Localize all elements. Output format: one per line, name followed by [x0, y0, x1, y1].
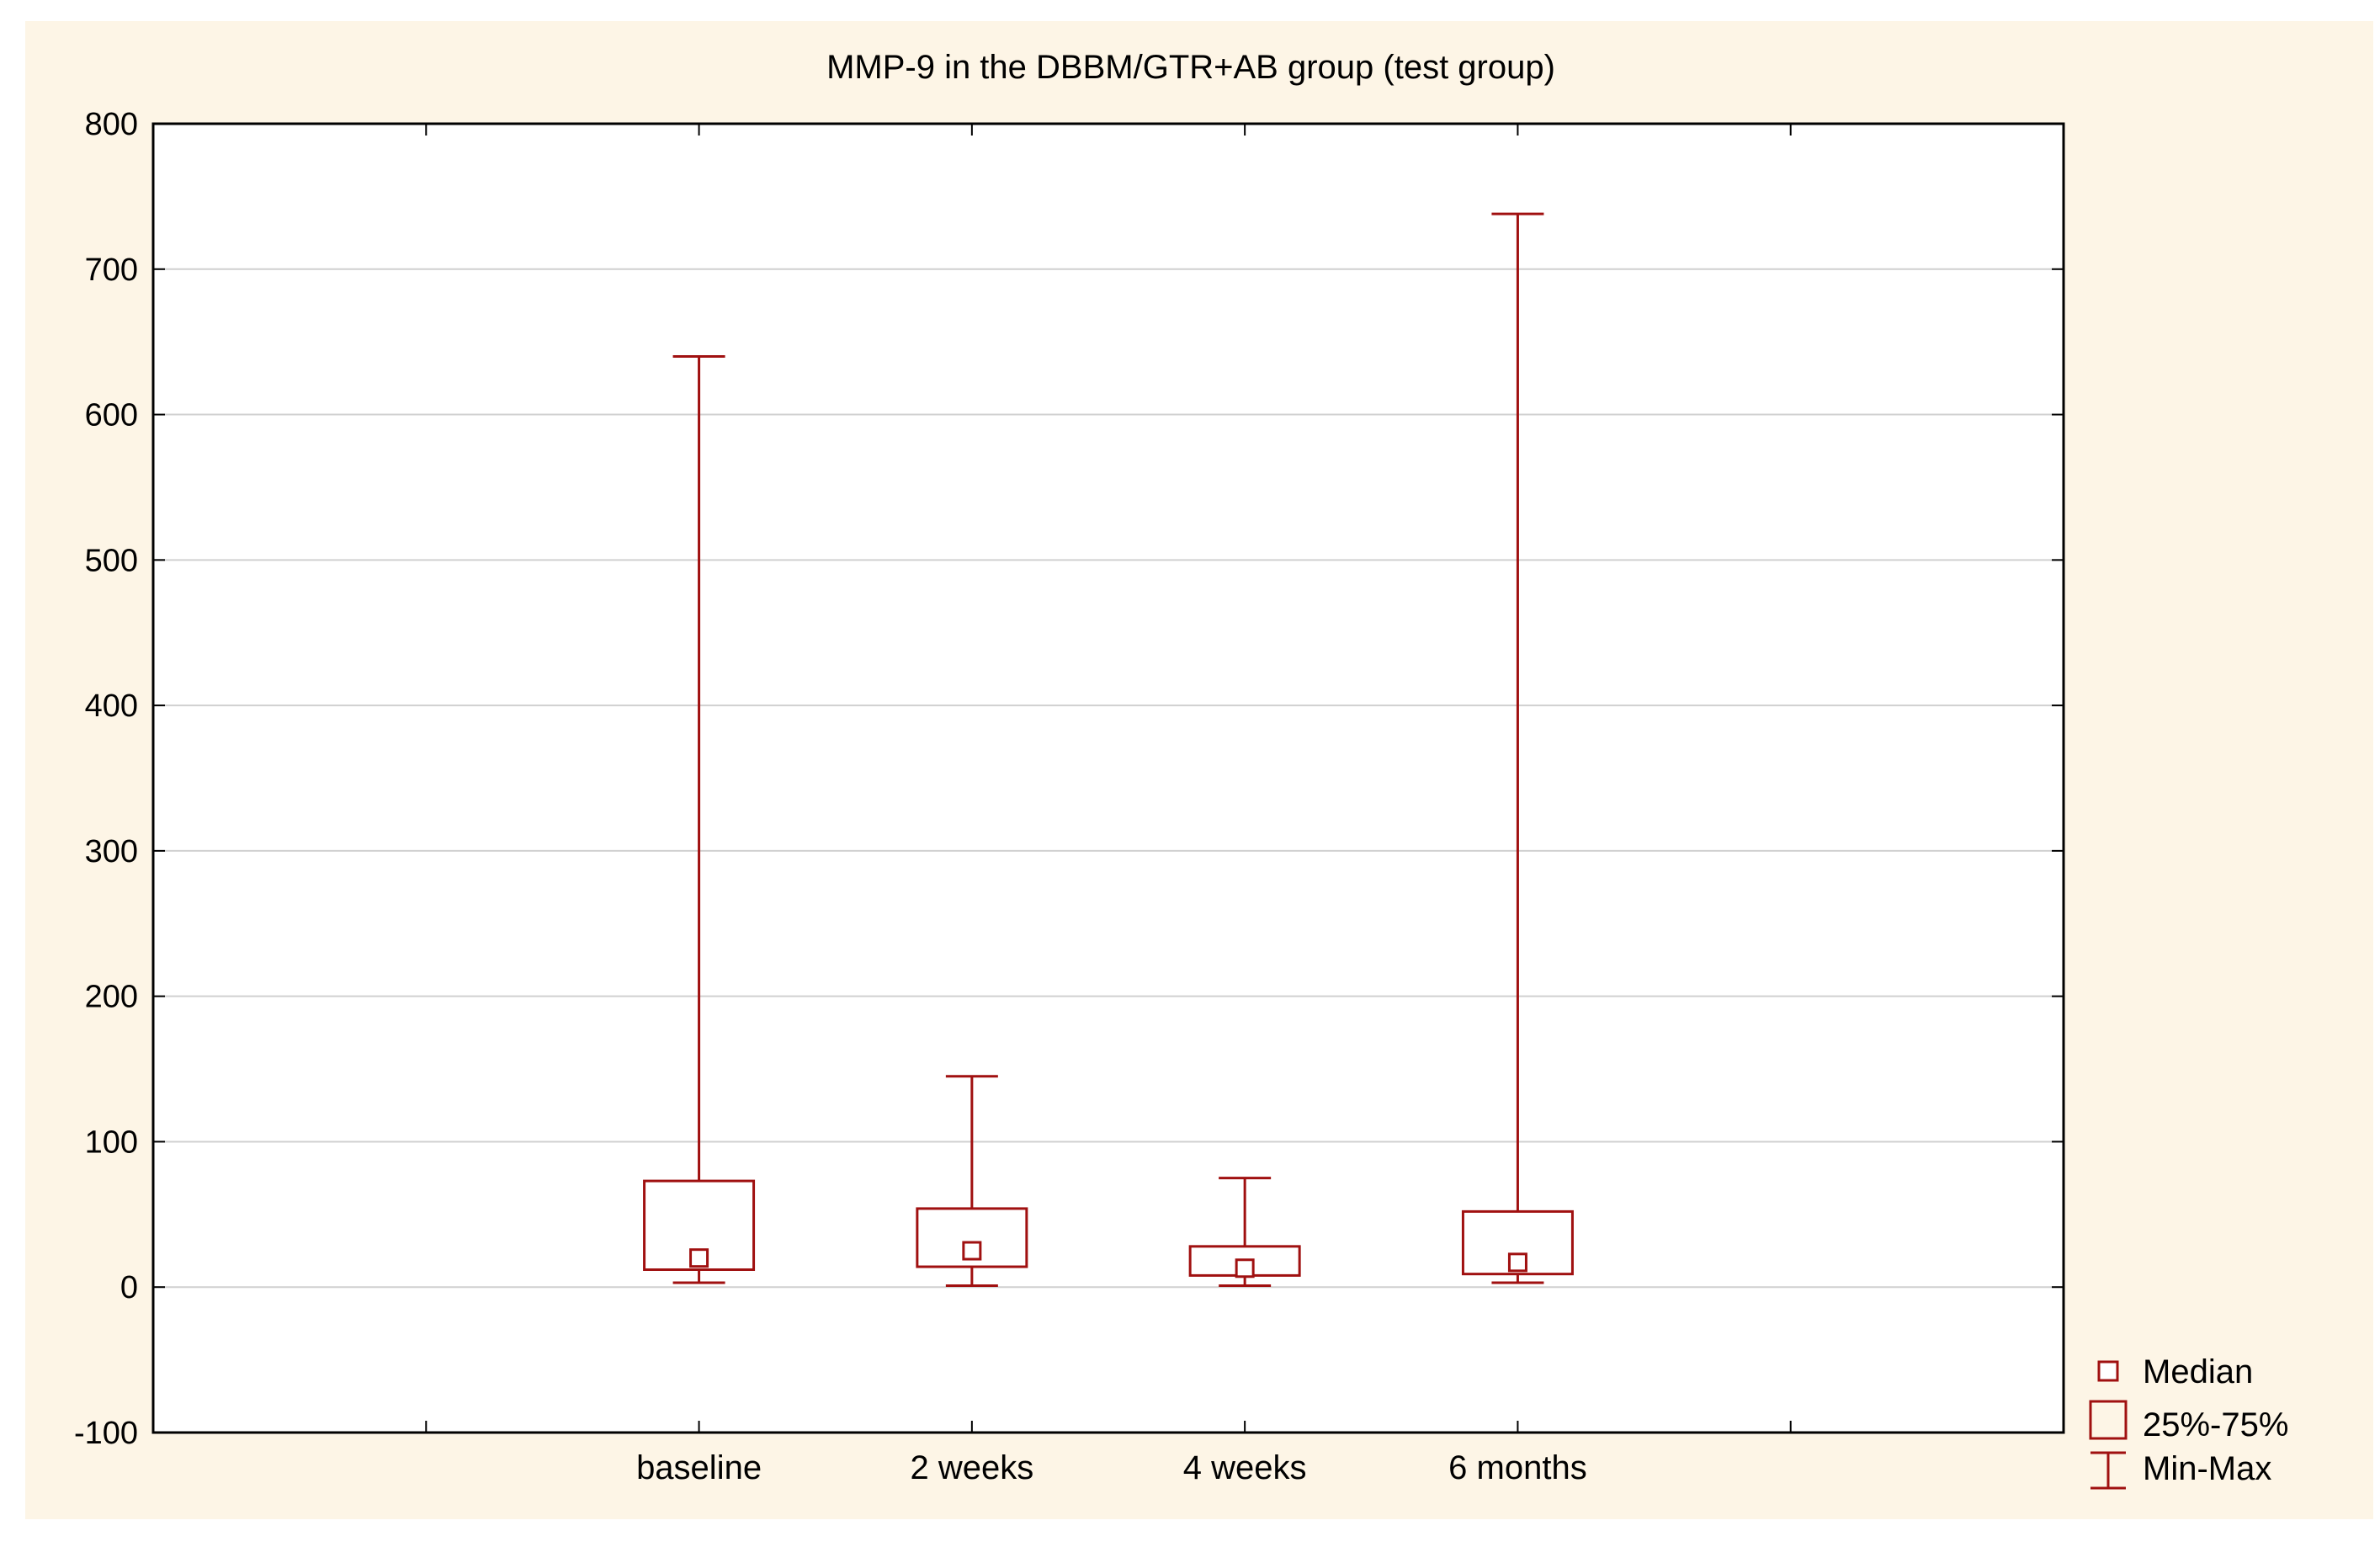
x-category-label: 6 months [1448, 1449, 1587, 1486]
x-category-label: 4 weeks [1183, 1449, 1307, 1486]
chart-title: MMP-9 in the DBBM/GTR+AB group (test gro… [826, 49, 1555, 86]
median-marker [1235, 1258, 1255, 1279]
plot-border [151, 122, 2065, 1434]
boxplot-chart: MMP-9 in the DBBM/GTR+AB group (test gro… [74, 49, 2288, 1490]
y-tick-label: 400 [85, 688, 138, 724]
y-tick-label: 600 [85, 398, 138, 433]
box-group-2-weeks [916, 1075, 1028, 1287]
chart-frame: MMP-9 in the DBBM/GTR+AB group (test gro… [25, 21, 2373, 1519]
box-group-6-months [1461, 212, 1574, 1284]
iqr-box [916, 1207, 1028, 1268]
iqr-box [643, 1179, 756, 1271]
y-tick-label: 700 [85, 253, 138, 288]
legend: Median 25%-75% Min-Max [2089, 1353, 2288, 1490]
legend-median-marker [2097, 1360, 2119, 1382]
legend-iqr-box [2089, 1400, 2128, 1440]
y-tick-label: 200 [85, 980, 138, 1015]
y-tick-label: 800 [85, 107, 138, 142]
median-marker [689, 1248, 709, 1268]
legend-median-label: Median [2143, 1353, 2253, 1390]
iqr-box [1461, 1209, 1574, 1276]
box-group-4-weeks [1188, 1177, 1301, 1287]
x-category-label: 2 weeks [910, 1449, 1033, 1486]
median-marker [1507, 1252, 1527, 1273]
plot-area: 800 700 600 500 400 300 200 100 0 -100 baseline 2 w… [74, 107, 2065, 1486]
y-tick-label: -100 [74, 1416, 138, 1451]
median-marker [962, 1241, 982, 1261]
legend-iqr-label: 25%-75% [2143, 1406, 2288, 1443]
y-tick-label: 0 [120, 1270, 138, 1305]
plot-background [153, 124, 2064, 1433]
x-category-label: baseline [636, 1449, 762, 1486]
box-group-baseline [643, 354, 756, 1284]
y-tick-label: 100 [85, 1124, 138, 1160]
y-tick-label: 500 [85, 543, 138, 578]
y-tick-label: 300 [85, 834, 138, 869]
legend-minmax-label: Min-Max [2143, 1450, 2271, 1487]
